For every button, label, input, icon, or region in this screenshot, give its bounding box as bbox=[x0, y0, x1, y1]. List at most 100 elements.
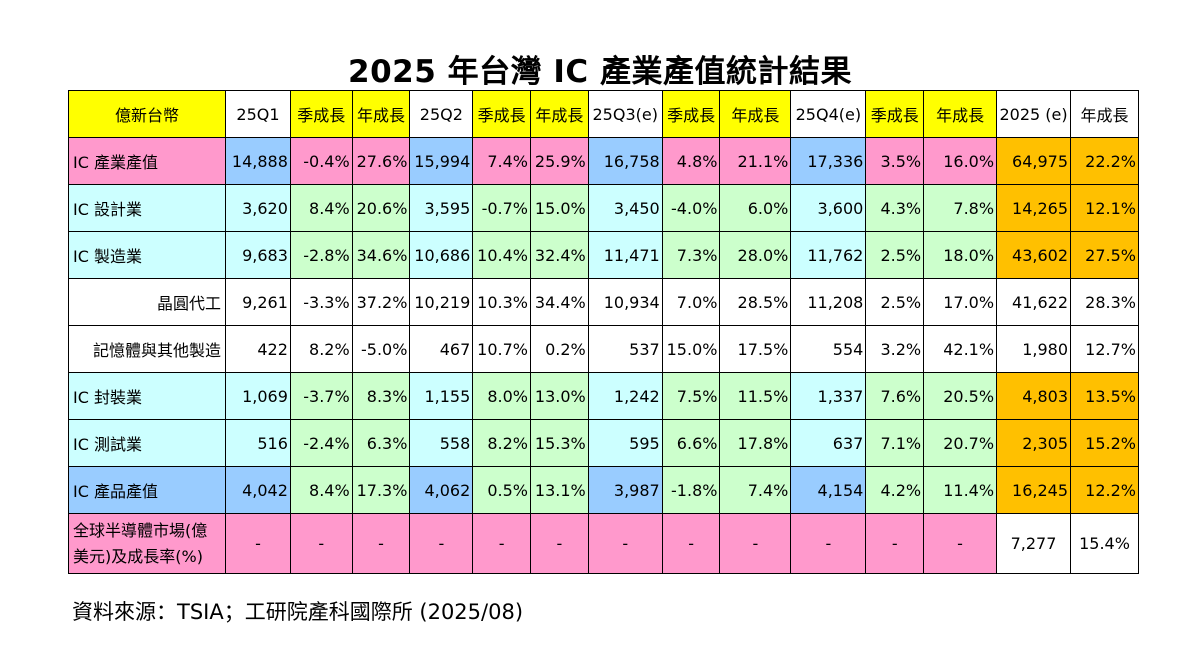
table-cell: 43,602 bbox=[996, 231, 1071, 279]
table-cell: 11.4% bbox=[923, 466, 998, 514]
row-label: IC 封裝業 bbox=[67, 372, 227, 420]
table-cell: -3.3% bbox=[289, 278, 353, 326]
table-cell: 8.2% bbox=[472, 419, 531, 467]
column-header: 年成長 bbox=[351, 90, 411, 138]
page-title: 2025 年台灣 IC 產業產值統計結果 bbox=[348, 54, 852, 90]
table-row: IC 封裝業 1,069 -3.7% 8.3% 1,155 8.0% 13.0% 1,242 7… bbox=[67, 372, 1139, 420]
table-cell: 42.1% bbox=[923, 325, 998, 373]
table-cell: - bbox=[530, 513, 589, 574]
table-cell: 595 bbox=[587, 419, 663, 467]
table-cell: 8.3% bbox=[351, 372, 411, 420]
table-cell: 7.1% bbox=[865, 419, 925, 467]
column-header: 年成長 bbox=[530, 90, 589, 138]
column-header: 年成長 bbox=[923, 90, 998, 138]
table-cell: 4.3% bbox=[865, 184, 925, 232]
table-cell: 25.9% bbox=[530, 137, 589, 185]
header-row: 億新台幣 25Q1 季成長 年成長 25Q2 季成長 年成長 25Q3(e) 季成長 年成長 25Q… bbox=[67, 90, 1139, 138]
table-cell: 41,622 bbox=[996, 278, 1071, 326]
table-cell: 1,155 bbox=[409, 372, 474, 420]
table-cell: 516 bbox=[225, 419, 291, 467]
table-cell: 8.2% bbox=[289, 325, 353, 373]
table-cell: 3,450 bbox=[587, 184, 663, 232]
table-cell: 6.6% bbox=[661, 419, 721, 467]
table-cell: 3,987 bbox=[587, 466, 663, 514]
table-cell: 3.5% bbox=[865, 137, 925, 185]
table-cell: 17.0% bbox=[923, 278, 998, 326]
table-cell: 4,154 bbox=[790, 466, 867, 514]
row-label: IC 測試業 bbox=[67, 419, 227, 467]
table-row: IC 產業產值 14,888 -0.4% 27.6% 15,994 7.4% 25.9% 16… bbox=[67, 137, 1139, 185]
table-cell: 8.4% bbox=[289, 184, 353, 232]
row-label: IC 產業產值 bbox=[67, 137, 227, 185]
table-cell: 9,261 bbox=[225, 278, 291, 326]
table-row: 晶圓代工 9,261 -3.3% 37.2% 10,219 10.3% 34.4% 10,93… bbox=[67, 278, 1139, 326]
column-header: 季成長 bbox=[472, 90, 531, 138]
table-cell: 13.1% bbox=[530, 466, 589, 514]
table-cell: 28.3% bbox=[1070, 278, 1139, 326]
table-cell: 3,600 bbox=[790, 184, 867, 232]
table-cell: 0.5% bbox=[472, 466, 531, 514]
table-row: IC 測試業 516 -2.4% 6.3% 558 8.2% 15.3% 595 6.6% 17.… bbox=[67, 419, 1139, 467]
table-cell: 17.3% bbox=[351, 466, 411, 514]
column-header: 季成長 bbox=[865, 90, 925, 138]
table-cell: -4.0% bbox=[661, 184, 721, 232]
table-cell: 37.2% bbox=[351, 278, 411, 326]
table-cell: 637 bbox=[790, 419, 867, 467]
table-cell: - bbox=[472, 513, 531, 574]
table-cell: 3.2% bbox=[865, 325, 925, 373]
table-cell: 537 bbox=[587, 325, 663, 373]
table-cell: 20.5% bbox=[923, 372, 998, 420]
table-cell: 11,208 bbox=[790, 278, 867, 326]
table-cell: 0.2% bbox=[530, 325, 589, 373]
table-cell: - bbox=[865, 513, 925, 574]
table-cell: 8.4% bbox=[289, 466, 353, 514]
table-cell: - bbox=[289, 513, 353, 574]
table-cell: 467 bbox=[409, 325, 474, 373]
row-label: IC 製造業 bbox=[67, 231, 227, 279]
table-cell: 4,042 bbox=[225, 466, 291, 514]
table-cell: 4,062 bbox=[409, 466, 474, 514]
column-header: 25Q2 bbox=[409, 90, 474, 138]
table-cell: 10,934 bbox=[587, 278, 663, 326]
table-cell: 20.6% bbox=[351, 184, 411, 232]
table-cell: 1,069 bbox=[225, 372, 291, 420]
table-cell: - bbox=[719, 513, 792, 574]
table-cell: - bbox=[225, 513, 291, 574]
table-cell: 10.7% bbox=[472, 325, 531, 373]
table-cell: 15.4% bbox=[1070, 513, 1139, 574]
table-cell: 558 bbox=[409, 419, 474, 467]
table-row: IC 產品產值 4,042 8.4% 17.3% 4,062 0.5% 13.1% 3,987… bbox=[67, 466, 1139, 514]
table-row: 記憶體與其他製造 422 8.2% -5.0% 467 10.7% 0.2% 537 15.0%… bbox=[67, 325, 1139, 373]
table-cell: 28.5% bbox=[719, 278, 792, 326]
table-row: IC 設計業 3,620 8.4% 20.6% 3,595 -0.7% 15.0% 3,450… bbox=[67, 184, 1139, 232]
table-cell: 15,994 bbox=[409, 137, 474, 185]
table-cell: 554 bbox=[790, 325, 867, 373]
table-cell: 15.3% bbox=[530, 419, 589, 467]
row-label: IC 產品產值 bbox=[67, 466, 227, 514]
table-cell: 2.5% bbox=[865, 278, 925, 326]
table-cell: - bbox=[923, 513, 998, 574]
table-cell: 14,265 bbox=[996, 184, 1071, 232]
table-cell: 10.3% bbox=[472, 278, 531, 326]
table-cell: 15.2% bbox=[1070, 419, 1139, 467]
table-cell: -0.7% bbox=[472, 184, 531, 232]
header-unit: 億新台幣 bbox=[67, 90, 227, 138]
table-cell: 14,888 bbox=[225, 137, 291, 185]
table-cell: 10,219 bbox=[409, 278, 474, 326]
table-cell: 7.8% bbox=[923, 184, 998, 232]
table-cell: 27.5% bbox=[1070, 231, 1139, 279]
table-cell: 10.4% bbox=[472, 231, 531, 279]
table-cell: 1,337 bbox=[790, 372, 867, 420]
table-cell: - bbox=[661, 513, 721, 574]
table-cell: - bbox=[409, 513, 474, 574]
row-label: 晶圓代工 bbox=[67, 278, 227, 326]
table-cell: 7.5% bbox=[661, 372, 721, 420]
table-cell: 12.2% bbox=[1070, 466, 1139, 514]
table-cell: -5.0% bbox=[351, 325, 411, 373]
ic-output-table: 億新台幣 25Q1 季成長 年成長 25Q2 季成長 年成長 25Q3(e) 季成長 年成長 25Q… bbox=[67, 90, 1139, 574]
table-cell: 1,242 bbox=[587, 372, 663, 420]
source-note: 資料來源：TSIA；工研院產科國際所 (2025/08) bbox=[72, 600, 524, 624]
table-cell: 7.0% bbox=[661, 278, 721, 326]
table-cell: 15.0% bbox=[661, 325, 721, 373]
table-cell: 2.5% bbox=[865, 231, 925, 279]
